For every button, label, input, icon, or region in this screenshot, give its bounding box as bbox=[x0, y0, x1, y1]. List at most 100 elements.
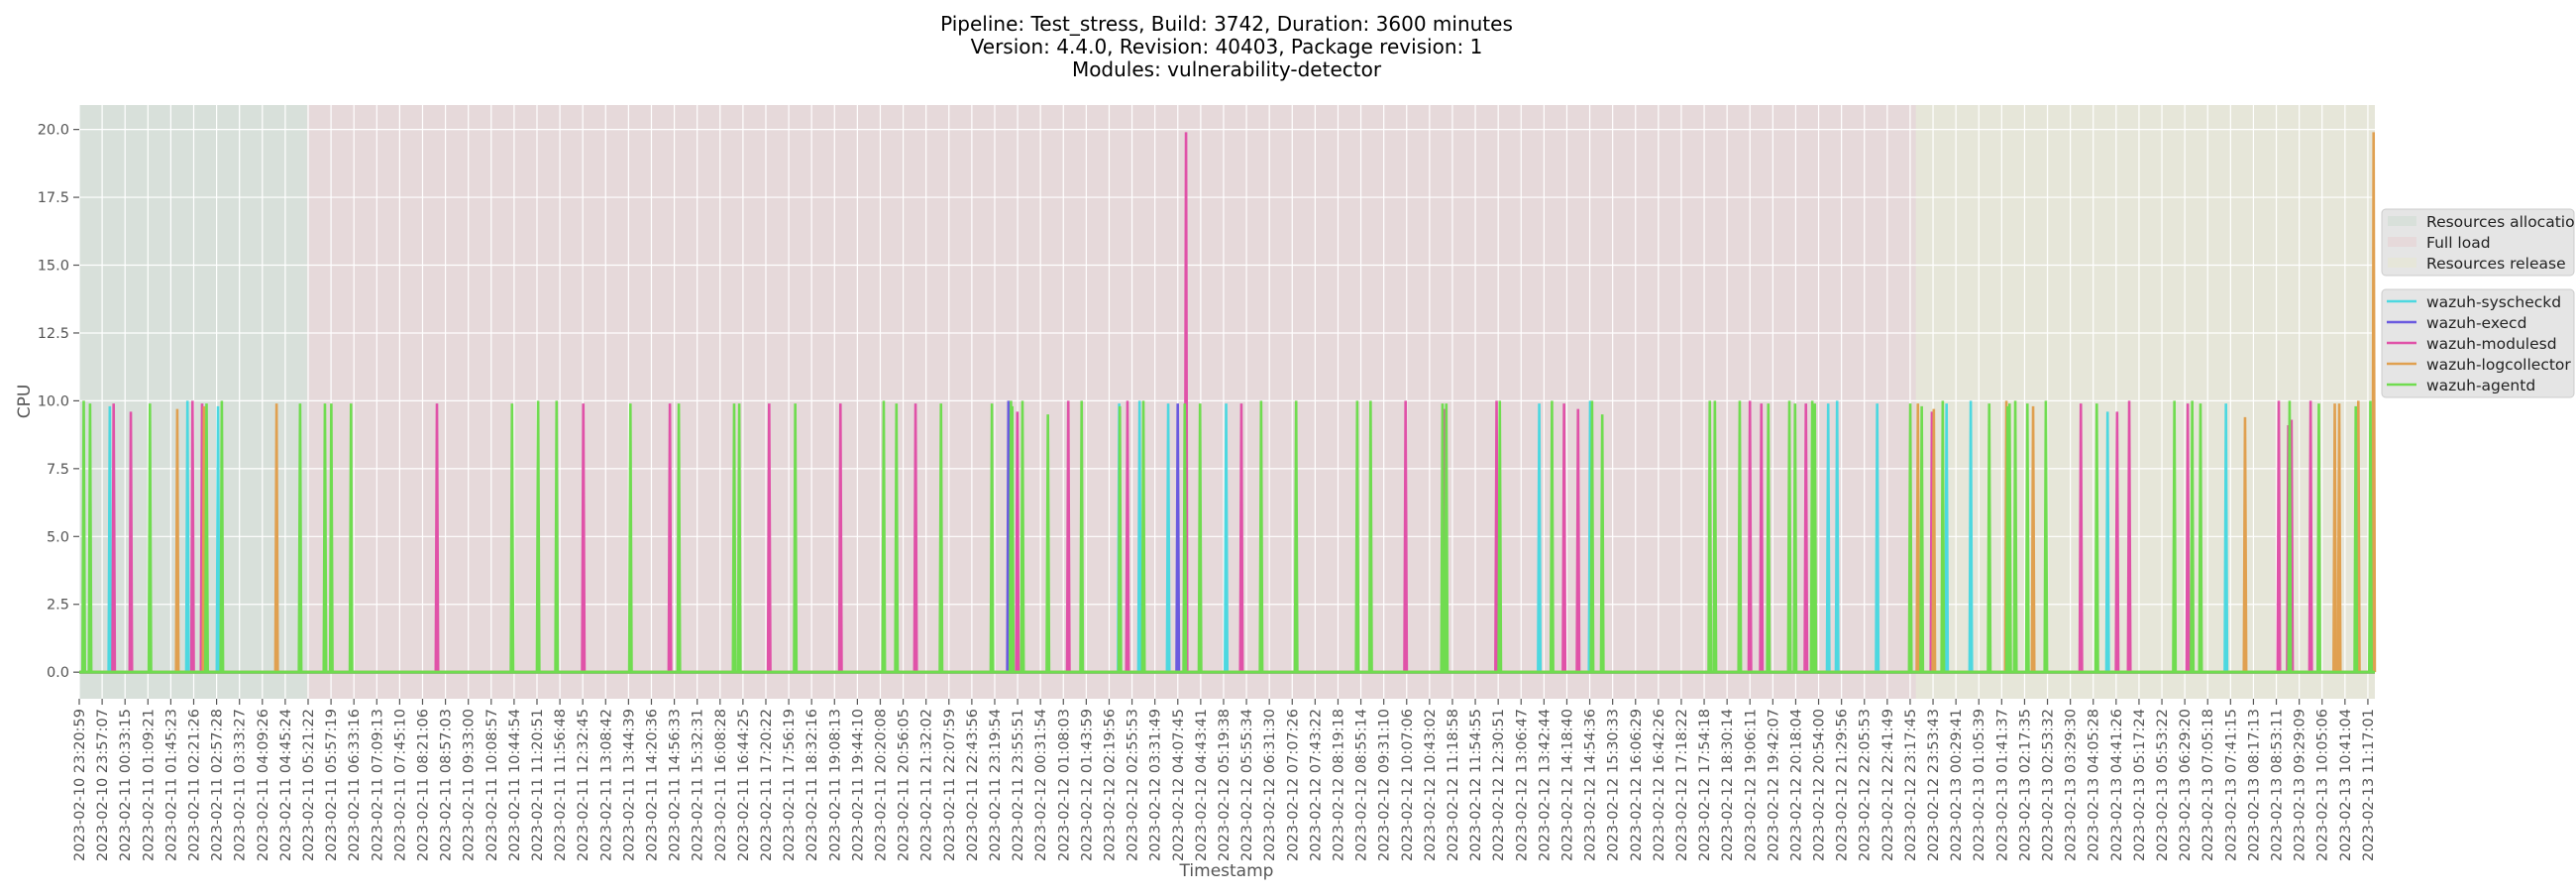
x-tick-label: 2023-02-12 02:55:53 bbox=[1126, 709, 1141, 861]
spike-modulesd bbox=[128, 411, 134, 673]
y-tick-label: 0.0 bbox=[47, 665, 69, 681]
spike-agentd bbox=[1940, 400, 1946, 673]
x-tick-label: 2023-02-11 10:44:54 bbox=[507, 709, 523, 861]
spike-agentd bbox=[1258, 400, 1264, 673]
spike-agentd bbox=[2024, 403, 2030, 673]
spike-agentd bbox=[1792, 403, 1798, 673]
spike-agentd bbox=[2093, 403, 2099, 673]
x-tick-label: 2023-02-11 04:09:26 bbox=[256, 709, 271, 861]
spike-syscheckd bbox=[107, 405, 113, 673]
x-tick-label: 2023-02-12 09:31:10 bbox=[1377, 709, 1393, 861]
x-tick-label: 2023-02-12 16:42:26 bbox=[1652, 709, 1667, 861]
x-tick-label: 2023-02-11 05:57:19 bbox=[324, 709, 340, 861]
spike-logcollector bbox=[2336, 403, 2342, 673]
x-tick-label: 2023-02-12 20:18:04 bbox=[1788, 709, 1804, 861]
spike-syscheckd bbox=[1944, 403, 1950, 673]
x-tick-label: 2023-02-11 13:44:39 bbox=[621, 709, 637, 861]
x-tick-label: 2023-02-12 13:06:47 bbox=[1514, 709, 1530, 861]
x-tick-label: 2023-02-13 07:05:18 bbox=[2200, 709, 2216, 861]
x-axis-label: Timestamp bbox=[1179, 861, 1274, 881]
spike-agentd bbox=[322, 403, 328, 673]
spike-agentd bbox=[676, 403, 682, 673]
legend-label: Full load bbox=[2426, 234, 2491, 252]
spike-modulesd bbox=[189, 400, 195, 673]
spike-logcollector bbox=[2332, 403, 2338, 673]
title-line-3: Modules: vulnerability-detector bbox=[1072, 57, 1382, 81]
spike-modulesd bbox=[912, 403, 918, 673]
spike-agentd bbox=[2353, 405, 2359, 673]
x-tick-label: 2023-02-12 05:55:34 bbox=[1239, 709, 1255, 861]
spike-agentd bbox=[203, 403, 209, 673]
legend-label: wazuh-execd bbox=[2426, 314, 2526, 332]
phase-regions bbox=[79, 105, 2375, 699]
spike-modulesd bbox=[2078, 403, 2084, 673]
legend-swatch bbox=[2388, 216, 2416, 226]
x-tick-label: 2023-02-12 01:43:59 bbox=[1079, 709, 1095, 861]
x-tick-label: 2023-02-11 23:55:51 bbox=[1011, 709, 1026, 861]
y-tick-label: 15.0 bbox=[38, 259, 69, 275]
x-tick-label: 2023-02-13 02:53:32 bbox=[2041, 709, 2057, 861]
x-tick-label: 2023-02-11 08:21:06 bbox=[415, 709, 431, 861]
spike-agentd bbox=[219, 400, 225, 673]
spike-agentd bbox=[1786, 400, 1792, 673]
x-tick-label: 2023-02-11 08:57:03 bbox=[439, 709, 455, 861]
spike-modulesd bbox=[1759, 403, 1765, 673]
spike-agentd bbox=[87, 403, 93, 673]
x-tick-label: 2023-02-13 06:29:20 bbox=[2178, 709, 2194, 861]
spike-agentd bbox=[1117, 405, 1123, 673]
spike-logcollector bbox=[2371, 132, 2377, 673]
spike-modulesd bbox=[1494, 400, 1500, 673]
x-tick-label: 2023-02-11 14:56:33 bbox=[668, 709, 684, 861]
x-tick-label: 2023-02-11 17:56:19 bbox=[782, 709, 798, 861]
x-tick-label: 2023-02-12 13:42:44 bbox=[1537, 709, 1553, 861]
y-axis-label: CPU bbox=[15, 385, 35, 419]
spike-agentd bbox=[1707, 400, 1713, 673]
x-tick-label: 2023-02-11 01:09:21 bbox=[141, 709, 157, 861]
spike-agentd bbox=[1045, 414, 1051, 673]
spike-agentd bbox=[1549, 400, 1555, 673]
x-tick-label: 2023-02-11 15:32:31 bbox=[691, 709, 706, 861]
legend-label: wazuh-modulesd bbox=[2426, 335, 2557, 353]
x-tick-label: 2023-02-12 17:54:18 bbox=[1697, 709, 1713, 861]
x-tick-label: 2023-02-11 00:33:15 bbox=[118, 709, 134, 861]
x-tick-label: 2023-02-11 06:33:16 bbox=[347, 709, 363, 861]
spike-logcollector bbox=[273, 403, 279, 673]
x-tick-label: 2023-02-12 07:43:22 bbox=[1308, 709, 1324, 861]
spike-syscheckd bbox=[1968, 400, 1974, 673]
spike-logcollector bbox=[1931, 408, 1937, 673]
spike-agentd bbox=[1766, 403, 1771, 673]
x-tick-label: 2023-02-13 08:17:13 bbox=[2246, 709, 2262, 861]
spike-modulesd bbox=[581, 403, 587, 673]
x-tick-label: 2023-02-13 10:41:04 bbox=[2338, 709, 2354, 861]
spike-logcollector bbox=[174, 408, 180, 673]
y-tick-label: 7.5 bbox=[47, 462, 69, 478]
x-tick-label: 2023-02-12 01:08:03 bbox=[1056, 709, 1072, 861]
spike-agentd bbox=[509, 403, 515, 673]
spike-agentd bbox=[2368, 400, 2374, 673]
spike-agentd bbox=[894, 403, 900, 673]
x-tick-label: 2023-02-11 18:32:16 bbox=[805, 709, 820, 861]
x-tick-label: 2023-02-13 04:41:26 bbox=[2109, 709, 2125, 861]
spike-modulesd bbox=[2276, 400, 2282, 673]
legend-label: Resources release bbox=[2426, 255, 2566, 273]
legend-label: Resources allocation bbox=[2426, 213, 2576, 231]
spike-agentd bbox=[535, 400, 541, 673]
spike-agentd bbox=[80, 400, 86, 673]
spike-agentd bbox=[989, 403, 995, 673]
x-tick-label: 2023-02-12 23:17:45 bbox=[1903, 709, 1919, 861]
x-tick-label: 2023-02-11 03:33:27 bbox=[233, 709, 249, 861]
spike-agentd bbox=[2198, 403, 2203, 673]
x-tick-label: 2023-02-11 02:21:26 bbox=[186, 709, 202, 861]
spike-agentd bbox=[1197, 403, 1203, 673]
legend-box bbox=[2381, 208, 2575, 277]
spike-agentd bbox=[1079, 400, 1085, 673]
spike-agentd bbox=[2315, 403, 2321, 673]
spike-syscheckd bbox=[1875, 403, 1880, 673]
title-line-1: Pipeline: Test_stress, Build: 3742, Dura… bbox=[940, 12, 1513, 36]
spike-modulesd bbox=[2185, 403, 2191, 673]
spike-agentd bbox=[736, 403, 742, 673]
legend-swatch bbox=[2388, 258, 2416, 268]
x-tick-label: 2023-02-10 23:57:07 bbox=[95, 709, 111, 861]
x-tick-label: 2023-02-11 05:21:22 bbox=[301, 709, 317, 861]
